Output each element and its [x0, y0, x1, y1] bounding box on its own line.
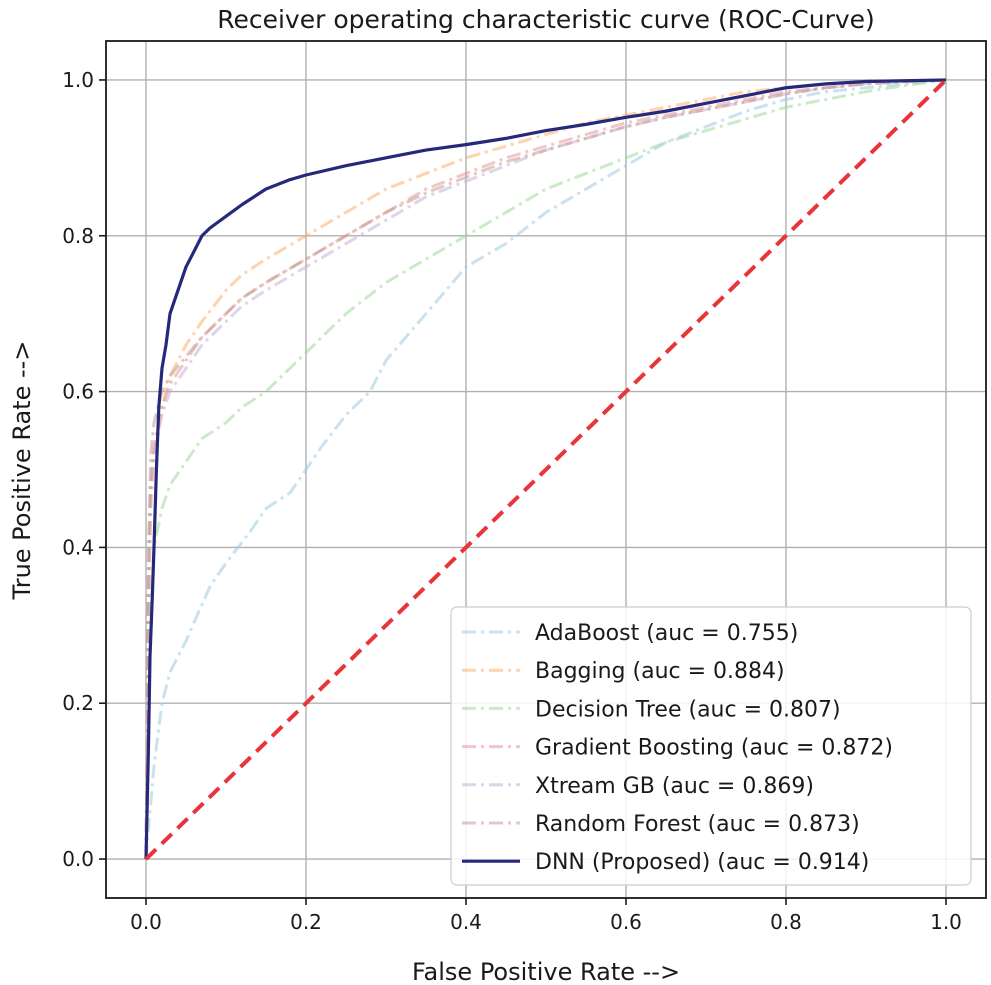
reference-diagonal-line: [144, 78, 948, 861]
x-tick-label-0: 0.0: [130, 910, 162, 934]
legend-label-random-forest: Random Forest (auc = 0.873): [535, 812, 860, 837]
y-tick-label-0: 0.0: [62, 847, 94, 871]
legend-label-bagging: Bagging (auc = 0.884): [535, 659, 785, 684]
series-line-dnn: [144, 78, 947, 860]
x-axis-title: False Positive Rate -->: [412, 958, 680, 985]
series-line-decision-tree: [144, 78, 947, 860]
y-tick-label-4: 0.8: [62, 224, 94, 248]
chart-title: Receiver operating characteristic curve …: [217, 5, 875, 34]
legend-label-adaboost: AdaBoost (auc = 0.755): [535, 621, 798, 646]
x-tick-label-5: 1.0: [930, 910, 962, 934]
x-tick-label-3: 0.6: [610, 910, 642, 934]
y-tick-label-1: 0.2: [62, 691, 94, 715]
legend-label-gradient-boosting: Gradient Boosting (auc = 0.872): [535, 736, 893, 761]
legend-label-dnn: DNN (Proposed) (auc = 0.914): [535, 850, 869, 875]
series-line-gradient-boosting: [144, 78, 947, 860]
legend-label-xtream-gb: Xtream GB (auc = 0.869): [535, 774, 814, 799]
legend: AdaBoost (auc = 0.755) Bagging (auc = 0.8…: [450, 606, 972, 886]
x-tick-label-4: 0.8: [770, 910, 802, 934]
axis-ticks: 0.0 0.2 0.4 0.6 0.8 1.0 0.0 0.2 0.4 0.6 0.8 1.0: [62, 68, 962, 934]
y-tick-label-3: 0.6: [62, 380, 94, 404]
plot-frame: [105, 40, 987, 899]
y-tick-label-2: 0.4: [62, 535, 94, 559]
y-tick-label-5: 1.0: [62, 68, 94, 92]
x-tick-label-1: 0.2: [290, 910, 322, 934]
x-tick-label-2: 0.4: [450, 910, 482, 934]
y-axis-title: True Positive Rate -->: [8, 341, 36, 601]
series-layer: [144, 78, 948, 861]
legend-label-decision-tree: Decision Tree (auc = 0.807): [535, 697, 841, 722]
legend-box: [450, 606, 972, 886]
series-line-adaboost: [144, 78, 947, 860]
